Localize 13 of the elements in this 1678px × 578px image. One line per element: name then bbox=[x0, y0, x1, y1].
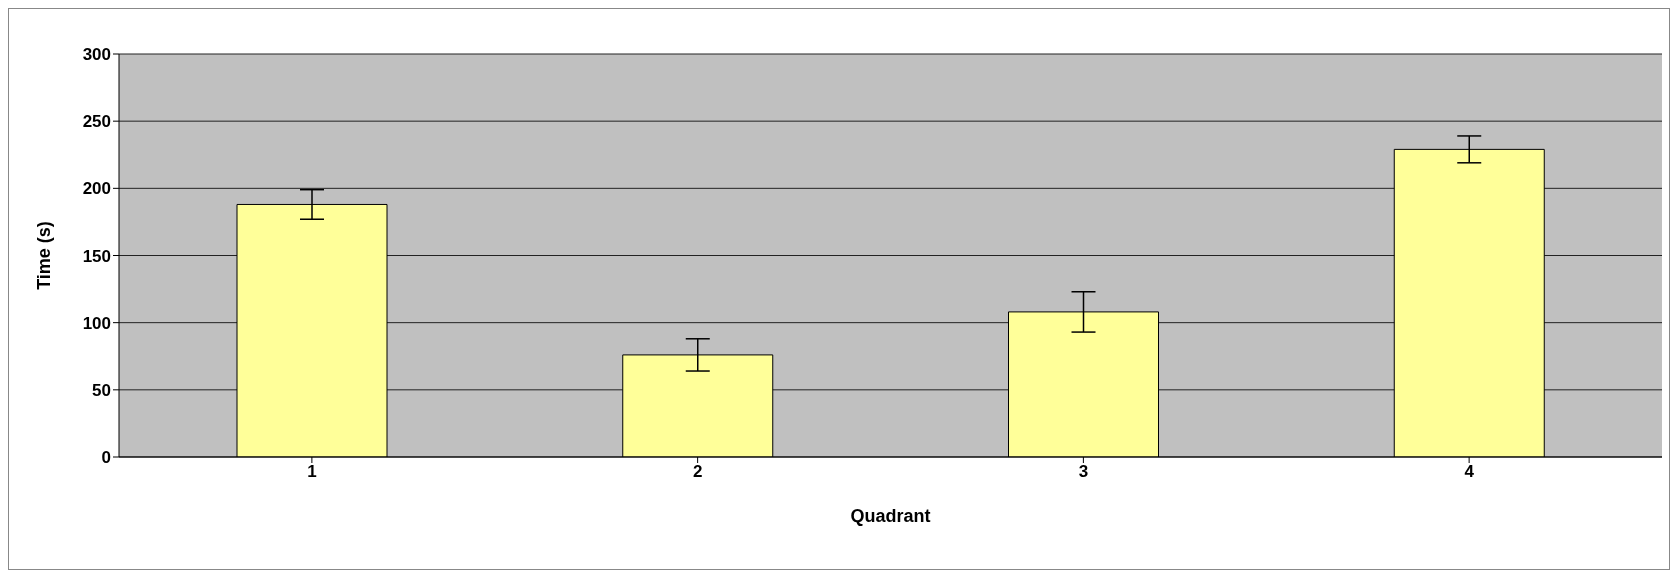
x-tick-label: 2 bbox=[692, 462, 703, 482]
y-tick-label: 0 bbox=[101, 448, 111, 468]
y-tick-label: 250 bbox=[82, 112, 111, 132]
y-tick-label: 100 bbox=[82, 313, 111, 333]
x-axis-title: Quadrant bbox=[850, 506, 931, 526]
y-tick-label: 200 bbox=[82, 179, 111, 199]
x-tick-label: 4 bbox=[1464, 462, 1475, 482]
y-tick-label: 50 bbox=[92, 380, 111, 400]
y-tick-label: 150 bbox=[82, 246, 111, 266]
x-tick-label: 3 bbox=[1078, 462, 1089, 482]
x-tick-label: 1 bbox=[307, 462, 317, 482]
y-tick-label: 300 bbox=[82, 45, 111, 65]
y-axis-title: Time (s) bbox=[34, 221, 55, 290]
